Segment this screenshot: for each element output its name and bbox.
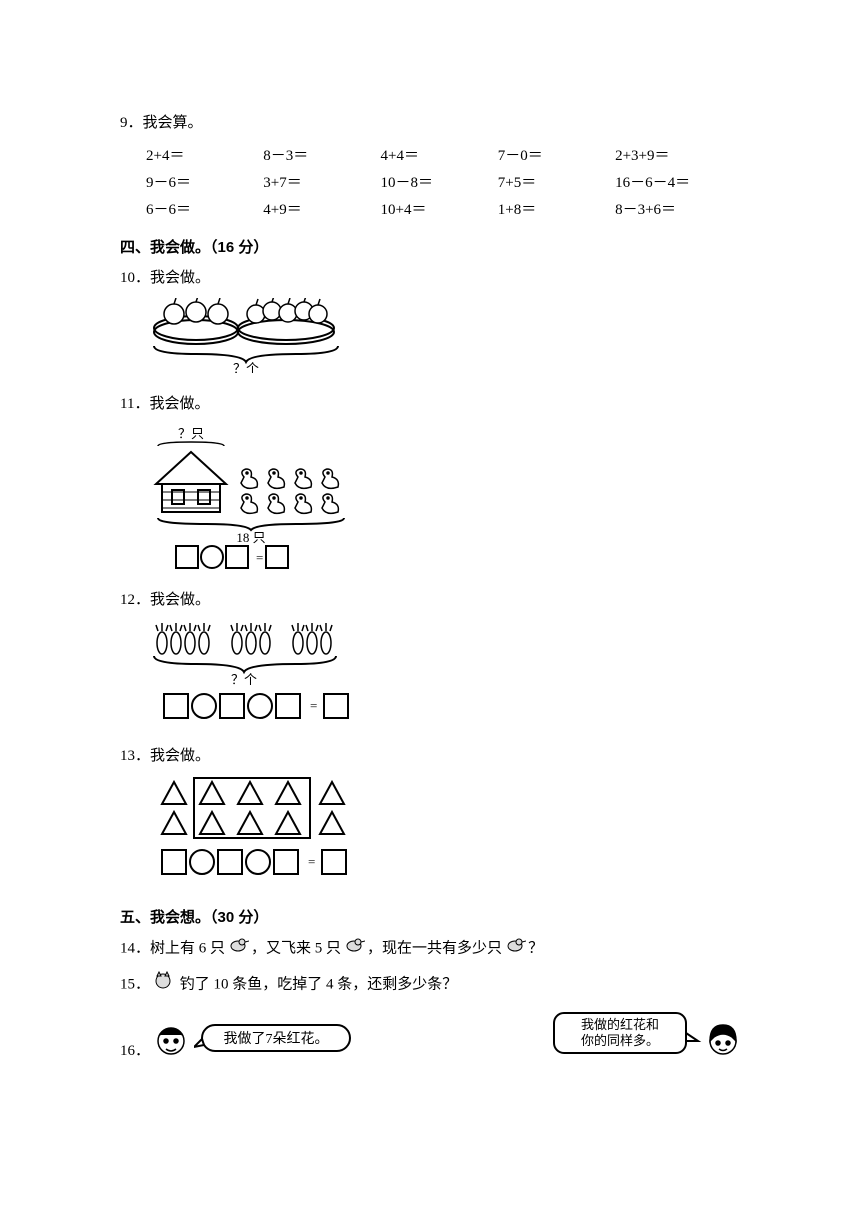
q9-r1c2: 10－8＝ bbox=[381, 170, 498, 197]
q14-num: 14． bbox=[120, 940, 150, 956]
q13-num: 13． bbox=[120, 748, 150, 764]
q14-p1: 树上有 6 只 bbox=[150, 940, 225, 956]
bird-icon bbox=[227, 935, 249, 963]
q10-title: 10．我会做。 bbox=[120, 265, 740, 292]
q9-grid: 2+4＝ 8－3＝ 4+4＝ 7－0＝ 2+3+9＝ 9－6＝ 3+7＝ 10－… bbox=[146, 143, 740, 224]
q9-r2c0: 6－6＝ bbox=[146, 197, 263, 224]
sec5-label: 五、 bbox=[120, 909, 150, 926]
sec5-title: 我会想。 bbox=[150, 909, 210, 926]
q14-p3: ，现在一共有多少只 bbox=[367, 940, 502, 956]
q14: 14．树上有 6 只 ，又飞来 5 只 ，现在一共有多少只 ？ bbox=[120, 935, 740, 963]
q9-r0c0: 2+4＝ bbox=[146, 143, 263, 170]
girl-icon bbox=[706, 1019, 740, 1069]
q11-title: 11．我会做。 bbox=[120, 391, 740, 418]
bird-icon bbox=[504, 935, 526, 963]
svg-text:？个: ？个 bbox=[231, 672, 257, 687]
q12-num: 12． bbox=[120, 592, 150, 608]
q9-r0c4: 2+3+9＝ bbox=[615, 143, 740, 170]
speech-bubble-left: 我做了7朵红花。 bbox=[194, 1019, 354, 1069]
svg-text:我做的红花和: 我做的红花和 bbox=[581, 1017, 659, 1032]
q13-illustration: = bbox=[146, 776, 740, 896]
q11-illustration: ？只 18 只 bbox=[146, 424, 740, 579]
q9-title-text: 我会算。 bbox=[143, 115, 203, 131]
q9-r1c0: 9－6＝ bbox=[146, 170, 263, 197]
q9-r2c2: 10+4＝ bbox=[381, 197, 498, 224]
q16-num: 16． bbox=[120, 1038, 150, 1065]
q13-title: 13．我会做。 bbox=[120, 743, 740, 770]
q12-illustration: ？个 = bbox=[146, 620, 740, 735]
svg-text:=: = bbox=[310, 698, 317, 713]
q9-r2c4: 8－3+6＝ bbox=[615, 197, 740, 224]
cat-icon bbox=[152, 971, 174, 999]
svg-text:你的同样多。: 你的同样多。 bbox=[581, 1033, 659, 1048]
q9-r1c3: 7+5＝ bbox=[498, 170, 615, 197]
sec4-title: 我会做。 bbox=[150, 239, 210, 256]
bird-icon bbox=[343, 935, 365, 963]
q9-title: 9．我会算。 bbox=[120, 110, 740, 137]
svg-text:？只: ？只 bbox=[178, 426, 204, 441]
svg-text:18 只: 18 只 bbox=[236, 530, 265, 545]
q15-num: 15． bbox=[120, 976, 150, 992]
q12-title-text: 我会做。 bbox=[150, 592, 210, 608]
q9-num: 9． bbox=[120, 115, 143, 131]
svg-text:=: = bbox=[308, 854, 315, 869]
q9-r2c1: 4+9＝ bbox=[263, 197, 380, 224]
section-5-header: 五、我会想。（30 分） bbox=[120, 904, 740, 931]
sec5-points: （30 分） bbox=[210, 909, 268, 926]
speech-bubble-right: 我做的红花和 你的同样多。 bbox=[552, 1009, 702, 1069]
q14-p2: ，又飞来 5 只 bbox=[251, 940, 341, 956]
sec4-label: 四、 bbox=[120, 239, 150, 256]
q15-text: 钓了 10 条鱼，吃掉了 4 条，还剩多少条？ bbox=[176, 976, 457, 992]
q12-title: 12．我会做。 bbox=[120, 587, 740, 614]
q9-r0c3: 7－0＝ bbox=[498, 143, 615, 170]
q16: 16． 我做了7朵红花。 我做的红花和 你的同样多。 bbox=[120, 1009, 740, 1069]
svg-text:？个: ？个 bbox=[233, 361, 259, 373]
q11-title-text: 我会做。 bbox=[149, 396, 209, 412]
q9-r1c4: 16－6－4＝ bbox=[615, 170, 740, 197]
q9-r0c1: 8－3＝ bbox=[263, 143, 380, 170]
q15: 15． 钓了 10 条鱼，吃掉了 4 条，还剩多少条？ bbox=[120, 971, 740, 999]
svg-text:我做了7朵红花。: 我做了7朵红花。 bbox=[224, 1031, 329, 1047]
q9-r2c3: 1+8＝ bbox=[498, 197, 615, 224]
q9-r0c2: 4+4＝ bbox=[381, 143, 498, 170]
boy-icon bbox=[154, 1019, 188, 1069]
svg-text:=: = bbox=[256, 550, 263, 565]
sec4-points: （16 分） bbox=[210, 239, 268, 256]
section-4-header: 四、我会做。（16 分） bbox=[120, 234, 740, 261]
q13-title-text: 我会做。 bbox=[150, 748, 210, 764]
q11-num: 11． bbox=[120, 396, 149, 412]
q10-illustration: ？个 bbox=[146, 298, 740, 383]
q10-num: 10． bbox=[120, 270, 150, 286]
q10-title-text: 我会做。 bbox=[150, 270, 210, 286]
q9-r1c1: 3+7＝ bbox=[263, 170, 380, 197]
q14-p4: ？ bbox=[528, 940, 543, 956]
